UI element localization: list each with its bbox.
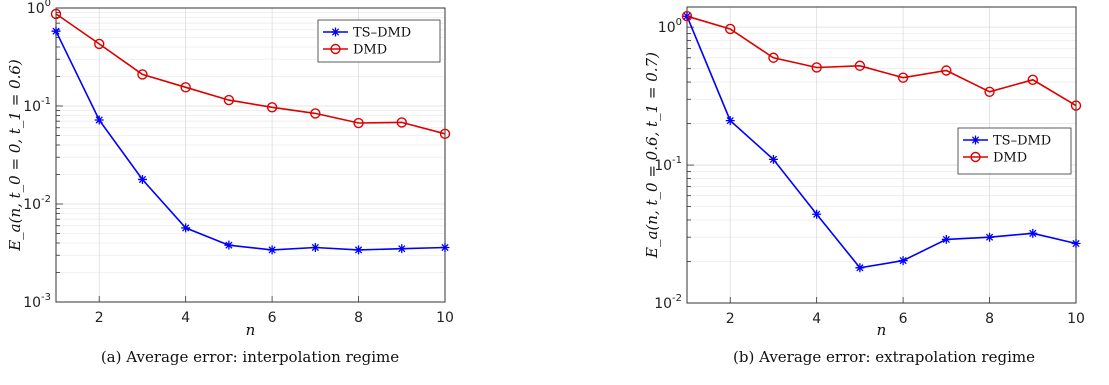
x-tick-label: 4 [812, 311, 821, 327]
y-tick-base: 10 [658, 20, 676, 36]
plot-frame [686, 6, 1077, 304]
point-ts-dmd [1071, 239, 1081, 249]
y-tick-exponent: -2 [672, 293, 682, 304]
series-line-ts-dmd [686, 15, 1077, 269]
plot-frame [55, 7, 446, 303]
figure-caption: (b) Average error: extrapolation regime [733, 348, 1035, 366]
point-dmd [941, 65, 952, 76]
point-dmd [897, 72, 909, 83]
x-tick-label: 10 [436, 310, 454, 326]
point-ts-dmd [51, 26, 61, 36]
y-tick-exponent: -1 [672, 155, 682, 166]
point-dmd [94, 38, 105, 50]
y-tick-base: 10 [23, 99, 41, 115]
point-ts-dmd [855, 263, 865, 273]
x-tick-label: 10 [1067, 311, 1085, 327]
point-dmd [266, 102, 278, 113]
series-line-ts-dmd [55, 30, 446, 251]
y-tick-exponent: -2 [41, 194, 51, 205]
point-ts-dmd [224, 240, 234, 250]
point-ts-dmd [137, 174, 147, 184]
y-axis-label: E_a(n, t_0 = 0.6, t_1 = 0.7) [643, 52, 661, 259]
x-tick-label: 8 [985, 311, 994, 327]
y-tick-label: 100 [658, 17, 682, 36]
y-tick-base: 10 [654, 296, 672, 312]
legend-box [957, 127, 1072, 175]
point-dmd [180, 82, 191, 93]
y-tick-exponent: 0 [676, 17, 682, 28]
point-dmd [396, 117, 407, 128]
legend-box [317, 19, 441, 63]
x-tick-label: 4 [181, 310, 190, 326]
point-ts-dmd [812, 209, 822, 219]
point-dmd [854, 60, 866, 71]
y-tick-label: 10-2 [654, 293, 682, 312]
point-ts-dmd [354, 245, 364, 255]
y-tick-label: 10-2 [23, 194, 51, 213]
point-dmd [1027, 74, 1038, 86]
y-tick-base: 10 [654, 158, 672, 174]
point-dmd [984, 86, 995, 97]
y-tick-exponent: -3 [41, 292, 51, 303]
point-dmd [439, 128, 451, 140]
point-ts-dmd [267, 245, 277, 255]
point-ts-dmd [310, 242, 320, 252]
figure-caption: (a) Average error: interpolation regime [101, 348, 399, 366]
legend-marker [330, 43, 341, 55]
x-tick-label: 6 [268, 310, 277, 326]
legend-marker [970, 151, 981, 163]
y-tick-label: 10-1 [23, 96, 51, 115]
y-tick-label: 100 [27, 0, 51, 17]
point-ts-dmd [397, 244, 407, 254]
y-tick-exponent: -1 [41, 96, 51, 107]
y-axis-label: E_a(n, t_0 = 0, t_1 = 0.6) [6, 59, 24, 252]
y-tick-base: 10 [23, 197, 41, 213]
point-dmd [310, 108, 321, 119]
point-dmd [725, 23, 736, 35]
y-tick-label: 10-1 [654, 155, 682, 174]
x-tick-label: 6 [899, 311, 908, 327]
point-ts-dmd [94, 115, 104, 125]
series-line-dmd [686, 15, 1077, 107]
point-dmd [50, 8, 62, 20]
legend-marker [971, 135, 980, 145]
point-dmd [1070, 100, 1082, 111]
y-tick-exponent: 0 [45, 0, 51, 9]
x-tick-label: 8 [354, 310, 363, 326]
point-dmd [353, 117, 364, 129]
x-axis-label: n [877, 321, 887, 339]
point-ts-dmd [181, 223, 191, 233]
point-dmd [223, 94, 235, 106]
legend-label: DMD [353, 43, 387, 58]
point-ts-dmd [725, 116, 735, 126]
y-tick-label: 10-3 [23, 292, 51, 311]
y-tick-base: 10 [23, 295, 41, 311]
x-axis-label: n [246, 321, 256, 339]
legend-marker [331, 27, 340, 37]
point-dmd [811, 62, 822, 73]
legend-label: TS–DMD [353, 26, 411, 41]
point-ts-dmd [440, 242, 450, 252]
legend-label: TS–DMD [993, 134, 1051, 149]
point-ts-dmd [898, 256, 908, 266]
point-ts-dmd [941, 234, 951, 244]
point-ts-dmd [1028, 228, 1038, 238]
point-ts-dmd [985, 232, 995, 242]
point-dmd [768, 52, 779, 63]
x-tick-label: 2 [95, 310, 104, 326]
point-dmd [681, 11, 693, 22]
series-line-dmd [55, 13, 446, 135]
x-tick-label: 2 [726, 311, 735, 327]
point-dmd [137, 69, 148, 80]
legend-label: DMD [993, 151, 1027, 166]
y-tick-base: 10 [27, 1, 45, 17]
point-ts-dmd [768, 154, 778, 164]
